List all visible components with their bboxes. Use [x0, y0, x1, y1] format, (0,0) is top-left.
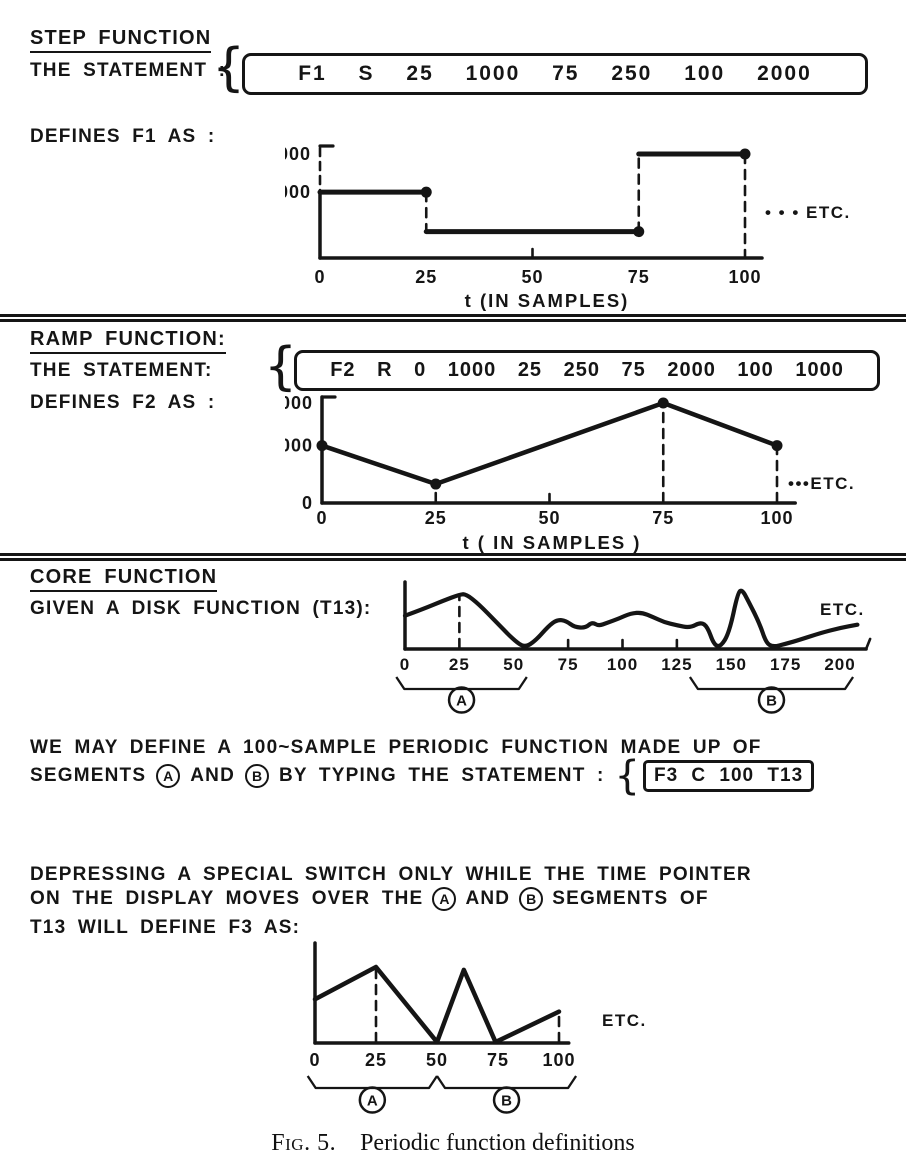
statement-label-step: THE STATEMENT : [30, 60, 227, 81]
opening-brace-ramp: { [264, 337, 298, 397]
segment-b-badge: B [245, 764, 269, 788]
step-function-chart: 0 25 50 75 100 2000 1000 • • • ETC. t (IN SAMPLE… [285, 144, 851, 311]
x-tick-label: 0 [316, 508, 327, 528]
data-point [420, 186, 432, 198]
data-line [312, 964, 562, 1045]
y-tick-label: 2000 [285, 393, 313, 413]
x-tick-label: 125 [661, 655, 692, 674]
x-tick-label: 75 [628, 267, 650, 287]
x-axis-end-tick [864, 637, 872, 651]
disk-function-chart: 0 25 50 75 100 125 150 175 200 A B ETC. [395, 580, 872, 714]
segment-b-badge: B [519, 887, 544, 911]
data-point [633, 226, 645, 238]
section-title-step: STEP FUNCTION [30, 26, 212, 53]
by-typing-text: BY TYPING THE STATEMENT : [279, 765, 605, 786]
x-tick-label: 25 [415, 267, 437, 287]
x-tick-label: 0 [400, 655, 410, 674]
statement-text-f1: F1 S 25 1000 75 250 100 2000 [298, 62, 812, 85]
segment-circle [358, 1086, 387, 1114]
x-tick-label: 25 [449, 655, 470, 674]
segment-brace [436, 1075, 578, 1090]
data-point [316, 440, 328, 452]
x-tick-label: 50 [503, 655, 524, 674]
segment-letter: B [501, 1093, 512, 1110]
y-tick-label: 1000 [285, 436, 313, 456]
axis-title: t ( IN SAMPLES ) [463, 532, 642, 553]
etc-label: • • • ETC. [765, 203, 851, 222]
y-tick-label: 0 [302, 493, 313, 513]
data-point [739, 148, 751, 160]
x-tick-label: 100 [760, 508, 793, 528]
segment-brace [395, 676, 528, 691]
figure-number: Fig. 5. [271, 1130, 337, 1156]
defines-label-f1: DEFINES F1 AS : [30, 126, 216, 147]
segment-brace [688, 676, 855, 691]
figure-caption-text: Periodic function definitions [360, 1130, 635, 1156]
paragraph-switch-line1: DEPRESSING A SPECIAL SWITCH ONLY WHILE T… [30, 864, 752, 885]
section-title-ramp: RAMP FUNCTION: [30, 327, 226, 354]
x-tick-label: 100 [542, 1050, 575, 1070]
segment-letter: A [367, 1093, 378, 1110]
statement-box-f2: F2 R 0 1000 25 250 75 2000 100 1000 [294, 350, 880, 391]
section-divider [0, 553, 906, 561]
x-tick-label: 75 [487, 1050, 509, 1070]
ramp-function-chart: 0 25 50 75 100 2000 1000 0 •••ETC. t ( IN SAMPLES… [285, 393, 855, 553]
x-tick-label: 25 [365, 1050, 387, 1070]
data-curve [402, 588, 860, 649]
x-tick-label: 25 [425, 508, 447, 528]
defines-label-f2: DEFINES F2 AS : [30, 392, 216, 413]
y-tick-label: 2000 [285, 144, 311, 164]
x-tick-label: 75 [558, 655, 579, 674]
section-title-core: CORE FUNCTION [30, 565, 218, 592]
statement-label-ramp: THE STATEMENT: [30, 360, 213, 381]
x-tick-label: 200 [824, 655, 855, 674]
segment-a-badge: A [432, 887, 457, 911]
segment-brace [306, 1075, 438, 1090]
y-tick-label: 1000 [285, 182, 311, 202]
x-tick-label: 50 [538, 508, 560, 528]
x-tick-label: 50 [426, 1050, 448, 1070]
opening-brace-f3: { [614, 753, 640, 799]
data-point [771, 440, 783, 452]
segment-letter: A [456, 693, 467, 710]
segment-letter: B [766, 693, 777, 710]
statement-text-f2: F2 R 0 1000 25 250 75 2000 100 1000 [330, 359, 844, 381]
x-tick-label: 100 [607, 655, 638, 674]
x-tick-label: 175 [770, 655, 801, 674]
statement-box-f1: F1 S 25 1000 75 250 100 2000 [242, 53, 868, 95]
etc-label: •••ETC. [788, 474, 855, 493]
paragraph-define-line2: SEGMENTS A AND B BY TYPING THE STATEMENT… [30, 753, 815, 799]
paragraph-define-line1: WE MAY DEFINE A 100~SAMPLE PERIODIC FUNC… [30, 737, 762, 758]
segments-word: SEGMENTS [30, 765, 147, 786]
statement-box-f3: F3 C 100 T13 [642, 760, 815, 792]
segments-of-text: SEGMENTS OF [552, 888, 709, 909]
given-disk-function-label: GIVEN A DISK FUNCTION (T13): [30, 598, 372, 619]
data-line [319, 400, 780, 487]
x-tick-label: 100 [728, 267, 761, 287]
section-divider [0, 314, 906, 322]
x-tick-label: 75 [652, 508, 674, 528]
x-tick-label: 0 [314, 267, 325, 287]
axis-title: t (IN SAMPLES) [465, 290, 630, 311]
opening-brace-step: { [212, 38, 246, 98]
x-tick-label: 150 [716, 655, 747, 674]
paragraph-switch-line2: ON THE DISPLAY MOVES OVER THE A AND B SE… [30, 887, 709, 911]
etc-label: ETC. [820, 600, 865, 619]
segment-a-badge: A [156, 764, 181, 788]
figure-caption: Fig. 5. Periodic function definitions [0, 1130, 906, 1157]
x-tick-label: 0 [309, 1050, 320, 1070]
etc-label: ETC. [602, 1011, 647, 1030]
segment-circle [492, 1086, 521, 1114]
data-point [430, 478, 442, 490]
x-tick-label: 50 [521, 267, 543, 287]
f3-function-chart: 0 25 50 75 100 A B ETC. [306, 941, 647, 1114]
and-word: AND [190, 765, 235, 786]
data-point [657, 397, 669, 409]
display-moves-text: ON THE DISPLAY MOVES OVER THE [30, 888, 424, 909]
and-word: AND [465, 888, 511, 909]
segment-circle [757, 686, 786, 714]
segment-circle [447, 686, 476, 714]
paragraph-switch-line3: T13 WILL DEFINE F3 AS: [30, 917, 301, 938]
